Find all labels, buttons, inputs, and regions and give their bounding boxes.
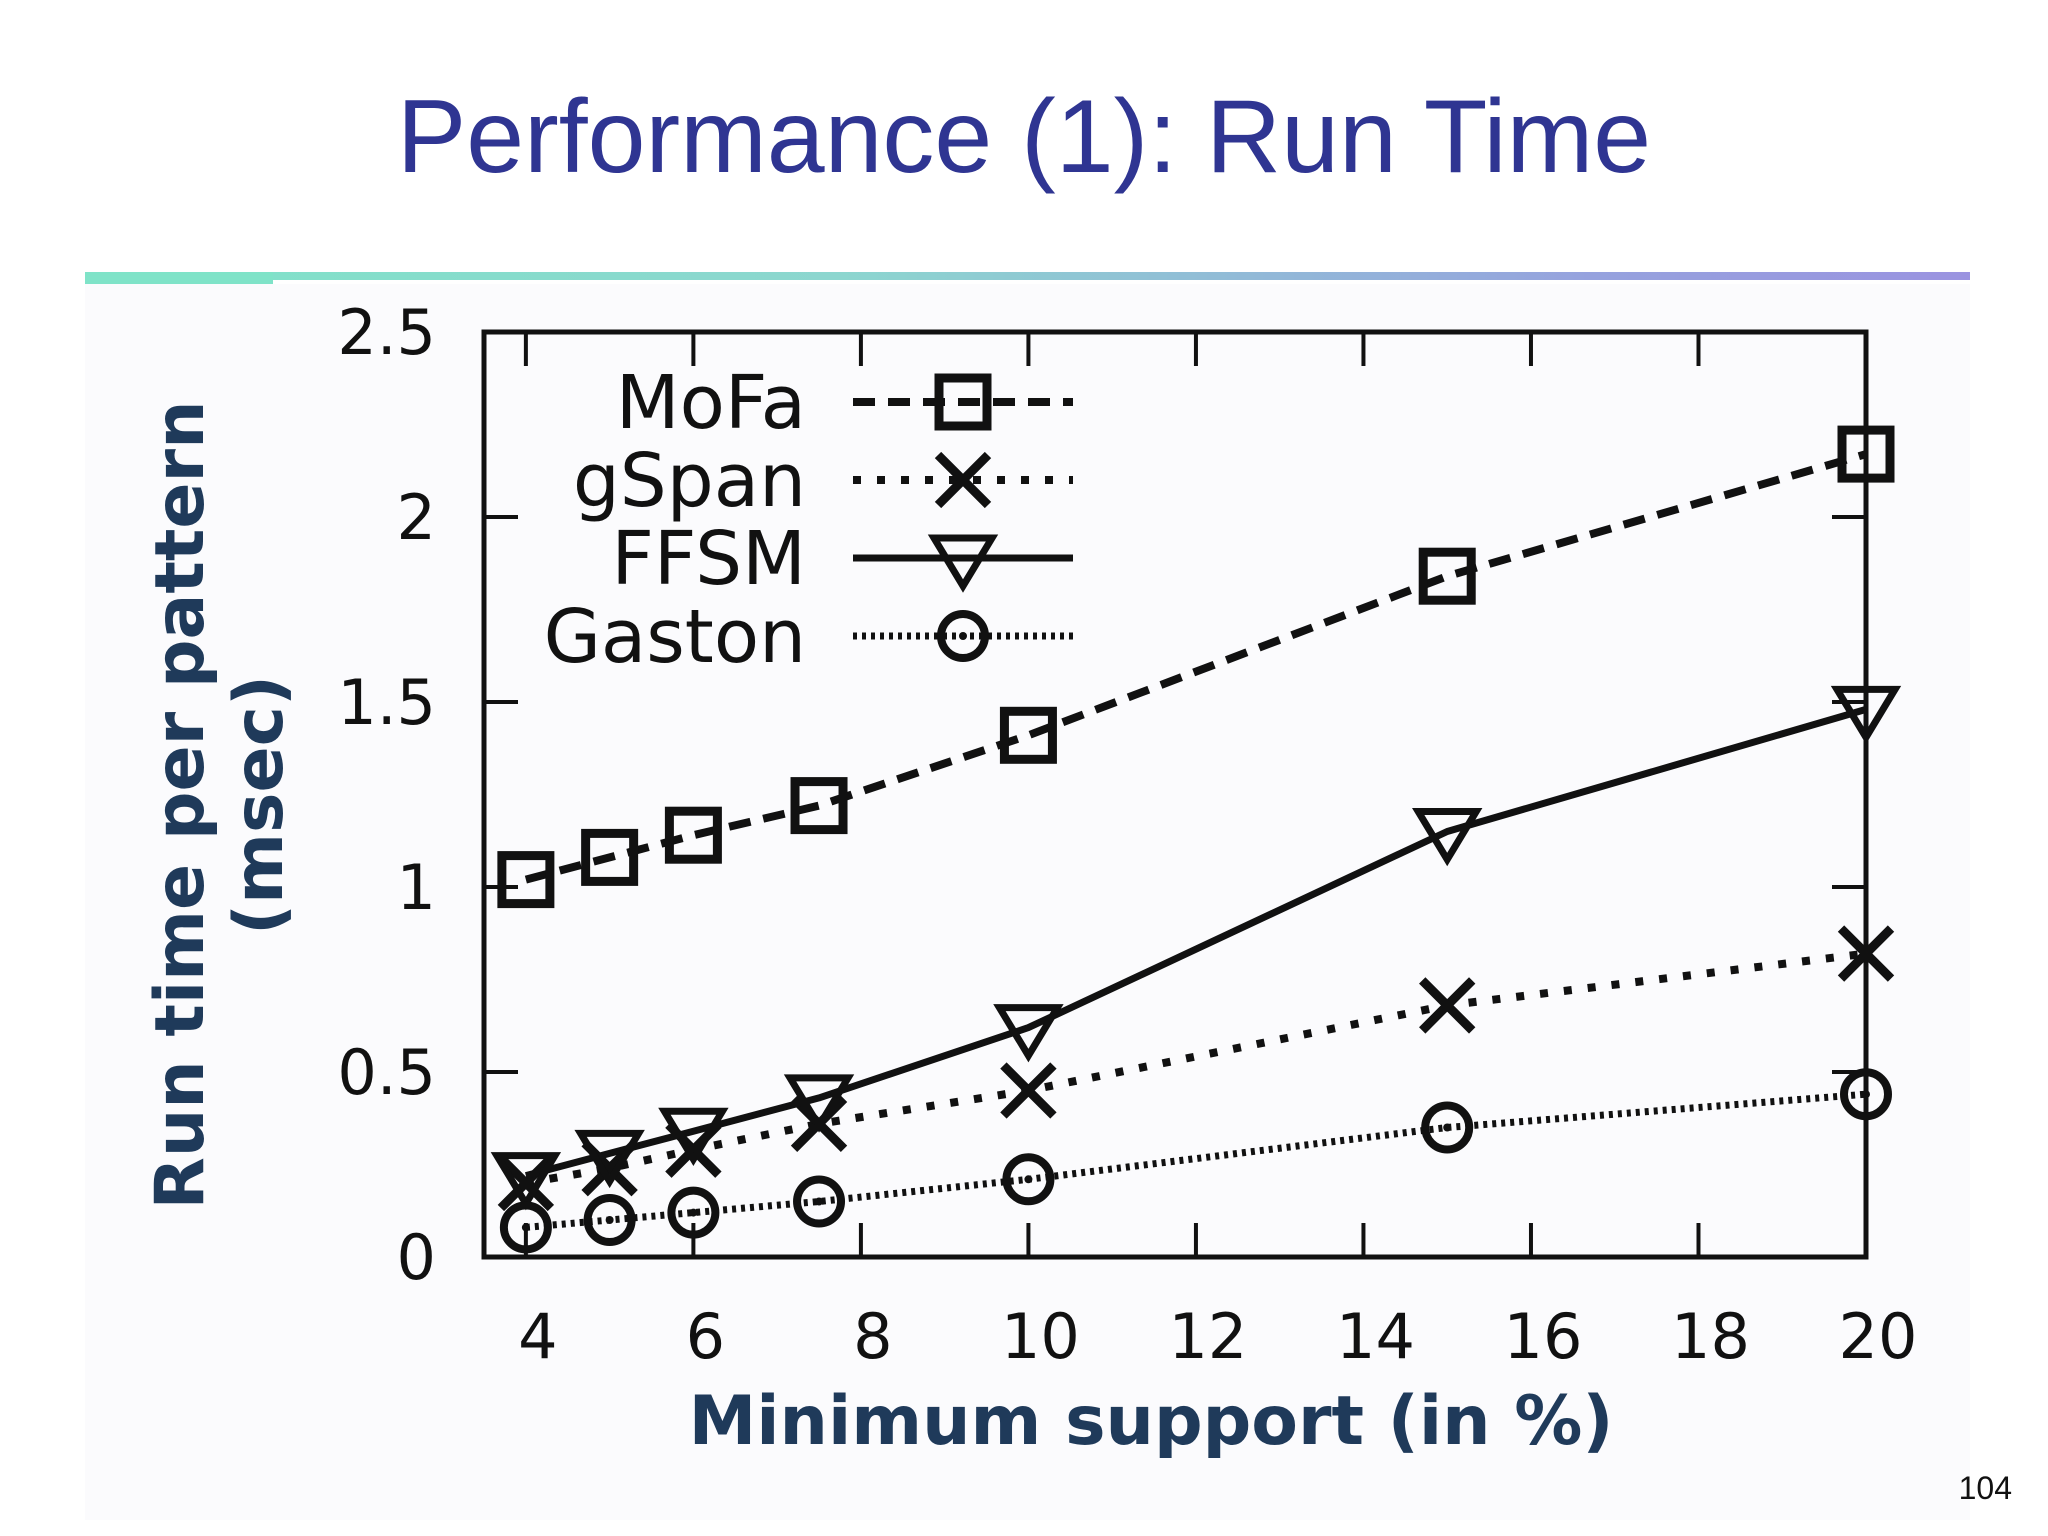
series-line — [524, 706, 1867, 1179]
y-tick-label: 1 — [397, 851, 436, 924]
plot-area: 4 6 8 10 12 14 16 18 20 0 0.5 1 1.5 2 2.5 — [337, 296, 1917, 1373]
x-tick-label: 6 — [686, 1300, 725, 1373]
series-line — [524, 450, 1868, 884]
x-tick-label: 14 — [1336, 1300, 1415, 1373]
square-marker — [934, 373, 992, 431]
y-tick-label: 1.5 — [337, 666, 436, 739]
triangle-marker — [1830, 685, 1902, 745]
slide-title: Performance (1): Run Time — [396, 79, 1652, 195]
circle-marker — [1421, 1101, 1474, 1154]
legend-label: MoFa — [616, 360, 806, 446]
circle-marker-center — [959, 632, 967, 640]
series-mofa — [497, 425, 1895, 909]
series-gaston — [499, 1068, 1892, 1254]
circle-marker — [499, 1201, 552, 1254]
plot-frame — [481, 329, 1869, 1260]
square-marker — [999, 706, 1057, 764]
series-line — [525, 949, 1867, 1187]
legend-label: gSpan — [573, 438, 806, 524]
legend-label: Gaston — [544, 594, 806, 680]
circle-marker — [937, 610, 989, 662]
series-layer — [490, 425, 1902, 1254]
x-tick-label: 20 — [1839, 1300, 1918, 1373]
y-tick-label: 0.5 — [337, 1036, 436, 1109]
x-tick-label: 16 — [1504, 1300, 1583, 1373]
circle-marker-center — [689, 1208, 698, 1217]
x-marker — [497, 1154, 555, 1212]
x-marker — [934, 451, 992, 509]
x-tick-label: 4 — [518, 1300, 557, 1373]
series-gspan — [497, 925, 1895, 1212]
title-underline — [85, 272, 1970, 280]
circle-marker-center — [1443, 1123, 1452, 1132]
series-line — [525, 1090, 1867, 1231]
chart-background — [85, 284, 1970, 1520]
square-marker — [497, 851, 555, 909]
circle-marker-center — [1862, 1090, 1870, 1099]
y-tick-label: 2.5 — [337, 296, 436, 369]
slide-number: 104 — [1958, 1470, 2012, 1506]
y-axis-label: Run time per pattern (msec) — [141, 401, 299, 1210]
circle-marker-center — [605, 1216, 614, 1224]
circle-marker — [667, 1186, 720, 1239]
x-tick-label: 10 — [1001, 1300, 1080, 1373]
circle-marker-center — [1024, 1175, 1033, 1184]
square-marker — [1837, 425, 1895, 483]
circle-marker-center — [521, 1223, 530, 1232]
legend-label: FFSM — [611, 516, 806, 602]
title-underline-accent — [85, 272, 273, 284]
triangle-marker — [574, 1129, 645, 1189]
y-axis-label-line-1: Run time per pattern — [141, 401, 220, 1210]
triangle-marker — [783, 1074, 855, 1133]
x-tick-label: 8 — [853, 1300, 892, 1373]
x-axis-label: Minimum support (in %) — [689, 1382, 1614, 1461]
circle-marker — [583, 1194, 636, 1246]
y-tick-label: 0 — [397, 1221, 436, 1294]
square-marker — [1418, 547, 1476, 605]
triangle-marker — [658, 1107, 729, 1166]
circle-marker-center — [815, 1197, 824, 1206]
x-marker — [1837, 925, 1895, 982]
triangle-marker — [927, 534, 999, 593]
triangle-marker — [490, 1152, 562, 1211]
circle-marker — [793, 1175, 846, 1228]
x-marker — [1419, 977, 1476, 1034]
x-tick-label: 18 — [1671, 1300, 1750, 1373]
circle-marker — [1840, 1068, 1892, 1121]
triangle-marker — [993, 1004, 1064, 1063]
x-tick-label: 12 — [1168, 1300, 1247, 1373]
y-axis-label-line-2: (msec) — [220, 675, 299, 935]
triangle-marker — [1412, 808, 1483, 867]
series-ffsm — [490, 685, 1902, 1211]
circle-marker — [1002, 1153, 1055, 1206]
square-marker — [790, 777, 848, 835]
x-marker — [1000, 1062, 1057, 1119]
y-tick-label: 2 — [397, 481, 436, 554]
square-marker — [664, 806, 722, 864]
square-marker — [581, 828, 639, 886]
